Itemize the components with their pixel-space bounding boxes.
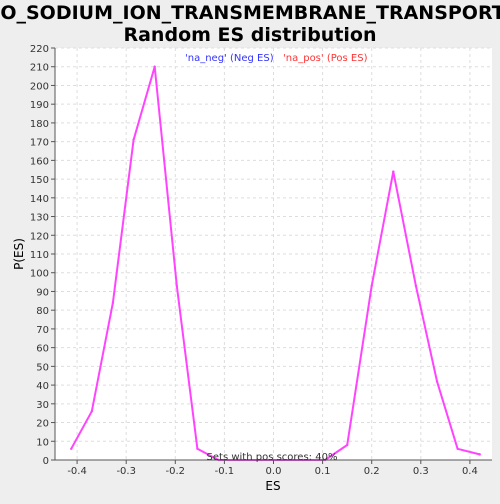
- x-tick-label: 0.4: [462, 466, 478, 477]
- data-point: [153, 65, 156, 68]
- x-tick-label: 0.0: [266, 466, 282, 477]
- data-point: [392, 170, 395, 173]
- y-tick-label: 130: [30, 213, 49, 224]
- data-point: [196, 447, 199, 450]
- y-tick-label: 40: [36, 381, 49, 392]
- y-tick-label: 0: [43, 456, 49, 467]
- x-tick-label: -0.2: [166, 466, 186, 477]
- data-point: [345, 443, 349, 447]
- y-axis-ticks: 0 10 20 30 40 50 60 70 80 90 100 110 120 130 140 150 160…: [30, 44, 55, 467]
- y-tick-label: 140: [30, 194, 49, 205]
- data-point: [435, 380, 439, 383]
- y-tick-label: 20: [36, 419, 49, 430]
- chart-annotation: Sets with pos scores: 40%: [207, 452, 338, 463]
- x-tick-label: -0.3: [116, 466, 136, 477]
- y-tick-label: 180: [30, 119, 49, 130]
- x-tick-label: 0.3: [413, 466, 429, 477]
- x-axis-ticks: -0.4 -0.3 -0.2 -0.1 0.0 0.1 0.2 0.3 0.4: [67, 460, 478, 477]
- y-tick-label: 30: [36, 400, 49, 411]
- legend-entry-pos: 'na_pos' (Pos ES): [283, 53, 368, 64]
- y-tick-label: 220: [30, 44, 49, 55]
- y-axis-label: P(ES): [12, 238, 26, 270]
- y-tick-label: 150: [30, 175, 49, 186]
- y-tick-label: 10: [36, 437, 49, 448]
- y-tick-label: 50: [36, 362, 49, 373]
- x-axis-label: ES: [265, 479, 280, 493]
- data-point: [70, 447, 73, 450]
- y-tick-label: 70: [36, 325, 49, 336]
- x-tick-label: -0.4: [67, 466, 87, 477]
- data-point: [132, 138, 135, 141]
- data-point: [90, 410, 94, 413]
- y-tick-label: 210: [30, 63, 49, 74]
- y-tick-label: 170: [30, 138, 49, 149]
- data-point: [478, 453, 481, 456]
- data-point: [456, 447, 459, 450]
- y-tick-label: 160: [30, 156, 49, 167]
- x-tick-label: -0.1: [215, 466, 235, 477]
- y-tick-label: 110: [30, 250, 49, 261]
- legend-entry-neg: 'na_neg' (Neg ES): [185, 53, 274, 64]
- y-tick-label: 100: [30, 269, 49, 280]
- y-tick-label: 200: [30, 81, 49, 92]
- x-tick-label: 0.1: [315, 466, 331, 477]
- y-tick-label: 90: [36, 287, 49, 298]
- chart-title-line-2: Random ES distribution: [123, 24, 376, 46]
- y-tick-label: 60: [36, 344, 49, 355]
- y-tick-label: 190: [30, 100, 49, 111]
- data-point: [111, 301, 115, 304]
- chart-title-line-1: GO_SODIUM_ION_TRANSMEMBRANE_TRANSPORT:: [0, 2, 500, 24]
- data-point: [414, 284, 418, 288]
- data-point: [370, 284, 373, 288]
- x-tick-label: 0.2: [364, 466, 380, 477]
- y-tick-label: 80: [36, 306, 49, 317]
- y-tick-label: 120: [30, 231, 49, 242]
- data-point: [175, 284, 178, 288]
